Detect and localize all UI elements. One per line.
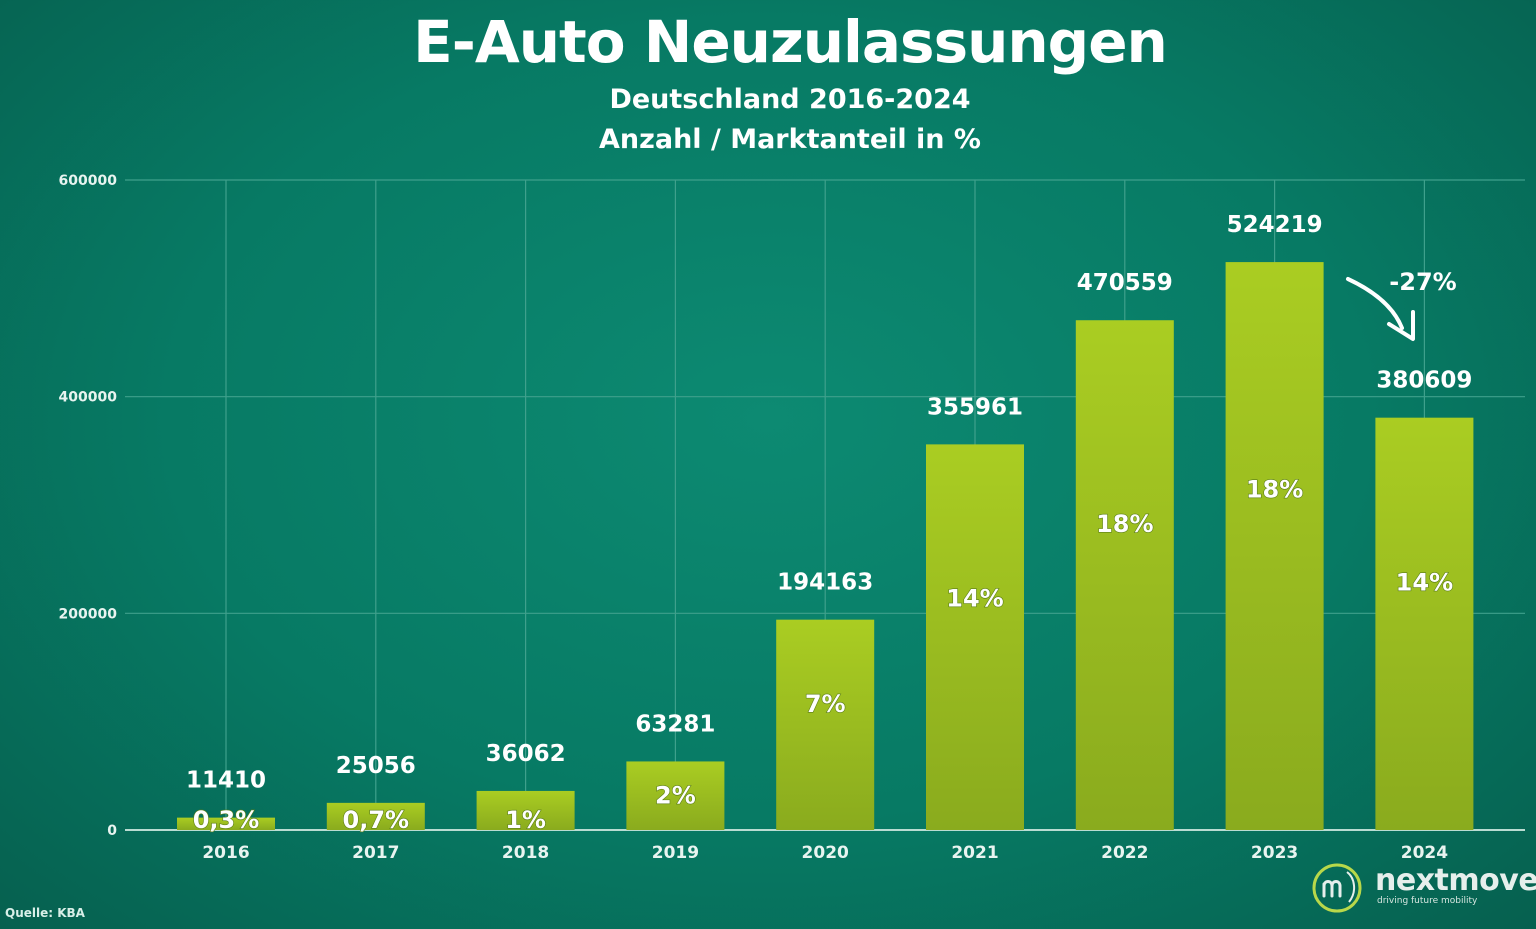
x-tick-label-2020: 2020 — [802, 843, 849, 863]
x-tick-label-2016: 2016 — [202, 843, 249, 863]
x-tick-label-2023: 2023 — [1251, 843, 1298, 863]
share-label-2017: 0,7% — [343, 806, 410, 834]
x-tick-label-2022: 2022 — [1101, 843, 1148, 863]
share-label-2019: 2% — [655, 782, 696, 810]
chart-subtitle-country: Deutschland 2016-2024 — [609, 84, 971, 115]
share-label-2016: 0,3% — [193, 806, 260, 834]
y-tick-label: 400000 — [59, 390, 118, 406]
decrease-arrow-icon — [1346, 277, 1404, 330]
data-label-2021: 355961 — [927, 394, 1023, 420]
share-label-2022: 18% — [1096, 510, 1153, 538]
share-label-2021: 14% — [946, 585, 1003, 613]
labels: 0 200000 400000 600000 11410 0,3% 2016 25056 0,7… — [59, 173, 1473, 863]
bar-2017 — [326, 802, 425, 830]
bar-2021 — [926, 444, 1024, 830]
y-tick-label: 200000 — [59, 606, 118, 622]
bar-2020 — [776, 619, 875, 830]
chart-subtitle-units: Anzahl / Marktanteil in % — [599, 124, 981, 155]
source-note: Quelle: KBA — [5, 906, 85, 920]
annotation-decrease-label: -27% — [1389, 268, 1456, 296]
data-label-2018: 36062 — [486, 741, 566, 767]
data-label-2024: 380609 — [1376, 368, 1472, 394]
bar-2024 — [1375, 417, 1474, 830]
nextmove-logo: nextmove driving future mobility — [1311, 862, 1536, 918]
x-tick-label-2017: 2017 — [352, 843, 399, 863]
data-label-2023: 524219 — [1227, 212, 1323, 238]
annotations: -27% — [1346, 268, 1457, 341]
x-tick-label-2019: 2019 — [652, 843, 699, 863]
share-label-2018: 1% — [505, 806, 546, 834]
chart-title: E-Auto Neuzulassungen — [413, 8, 1168, 76]
y-tick-label: 0 — [107, 823, 117, 839]
bar-2016 — [177, 817, 275, 830]
share-label-2023: 18% — [1246, 475, 1303, 503]
bar-2022 — [1075, 320, 1174, 830]
data-label-2017: 25056 — [336, 753, 416, 779]
x-tick-label-2018: 2018 — [502, 843, 549, 863]
decrease-arrow-head-icon — [1387, 310, 1415, 341]
y-tick-label: 600000 — [59, 173, 118, 189]
data-label-2016: 11410 — [186, 768, 266, 794]
data-label-2022: 470559 — [1077, 270, 1173, 296]
bar-2019 — [626, 761, 725, 830]
x-tick-label-2024: 2024 — [1401, 843, 1448, 863]
bar-2018 — [476, 790, 575, 830]
x-tick-label-2021: 2021 — [951, 843, 998, 863]
share-label-2020: 7% — [805, 690, 846, 718]
nextmove-logo-icon — [1312, 863, 1362, 913]
bar-2023 — [1225, 262, 1324, 830]
share-label-2024: 14% — [1396, 569, 1453, 597]
bars — [177, 262, 1474, 830]
data-label-2019: 63281 — [635, 711, 715, 737]
logo-tagline: driving future mobility — [1377, 896, 1478, 906]
data-label-2020: 194163 — [777, 570, 873, 596]
logo-wordmark: nextmove — [1375, 863, 1536, 898]
